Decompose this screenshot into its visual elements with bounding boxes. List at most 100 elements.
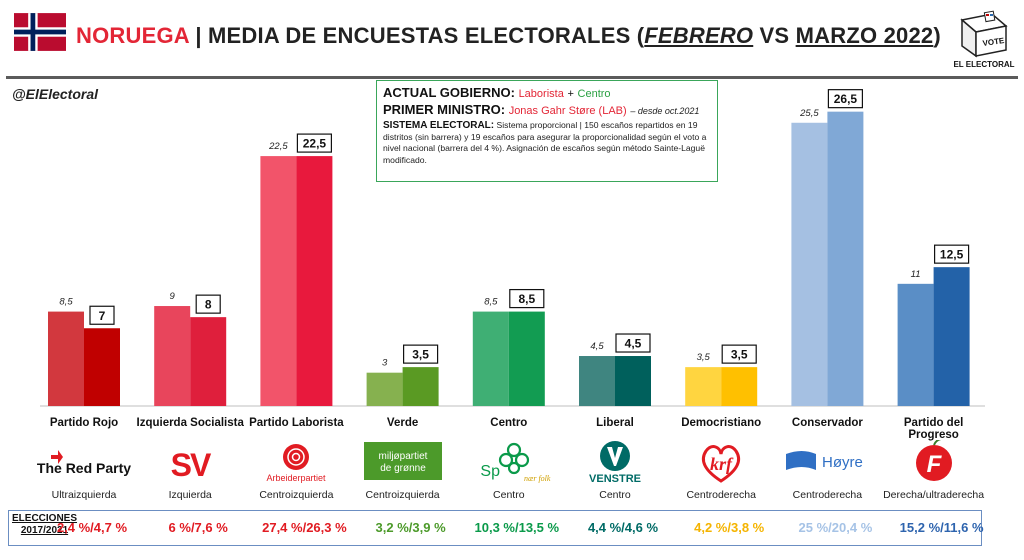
red-party-logo-text: The Red Party xyxy=(37,460,131,476)
election-result: 2,4 %/4,7 % xyxy=(56,520,128,535)
party-name: Partido Laborista xyxy=(249,417,344,429)
party-ideology: Centroderecha xyxy=(792,489,863,501)
election-result: 27,4 %/26,3 % xyxy=(262,520,347,535)
government-info-box: ACTUAL GOBIERNO: Laborista + Centro PRIM… xyxy=(376,80,718,182)
party-ideology: Centroizquierda xyxy=(259,489,334,501)
mdg-logo: miljøpartiet de grønne xyxy=(348,440,458,484)
venstre-logo-text: VENSTRE xyxy=(589,473,641,484)
sp-logo-sub: nær folk xyxy=(524,474,551,483)
bar-febrero xyxy=(897,283,934,406)
gov-plus: + xyxy=(567,88,574,100)
elections-label: ELECCIONES 2017/2021 xyxy=(12,513,77,537)
party-ideology: Centro xyxy=(493,489,525,501)
bar-febrero xyxy=(685,367,722,406)
data-label-febrero: 4,5 xyxy=(590,341,604,352)
senterpartiet-clover-icon: Sp nær folk xyxy=(480,442,551,483)
data-label-box-marzo xyxy=(933,244,970,264)
data-label-febrero: 3,5 xyxy=(697,352,711,363)
data-label-marzo: 8,5 xyxy=(518,292,535,306)
election-result: 15,2 %/11,6 % xyxy=(899,520,984,535)
bar-marzo xyxy=(933,267,970,406)
data-label-marzo: 3,5 xyxy=(731,348,748,362)
title-vs: VS xyxy=(753,23,796,48)
data-label-febrero: 11 xyxy=(911,269,921,280)
election-result: 3,2 %/3,9 % xyxy=(375,520,446,535)
vote-text: VOTE xyxy=(982,36,1005,48)
sys-label: SISTEMA ELECTORAL: xyxy=(383,120,495,131)
red-party-logo: The Red Party xyxy=(29,440,139,484)
frp-logo-text: F xyxy=(926,451,942,478)
party-name: Partido Rojo xyxy=(49,417,119,429)
frp-apple-icon: F xyxy=(915,438,952,481)
hoyre-logo-icon: Høyre xyxy=(786,451,863,471)
sv-logo: SV xyxy=(135,440,245,484)
bar-marzo xyxy=(508,311,545,406)
brand-name: EL ELECTORAL xyxy=(953,60,1014,69)
elections-label-line1: ELECCIONES xyxy=(12,513,78,524)
party-ideology: Derecha/ultraderecha xyxy=(883,489,985,501)
gov-party2: Centro xyxy=(577,88,611,100)
mdg-logo-text-1: miljøpartiet xyxy=(378,451,427,462)
title-close: ) xyxy=(933,23,941,48)
election-result: 10,3 %/13,5 % xyxy=(474,520,560,535)
krf-logo: krf xyxy=(666,440,776,484)
data-label-marzo: 22,5 xyxy=(303,137,327,151)
party-ideology: Centroderecha xyxy=(686,489,756,501)
prime-minister-row: PRIMER MINISTRO: Jonas Gahr Støre (LAB) … xyxy=(383,102,711,119)
data-label-febrero: 25,5 xyxy=(799,108,819,119)
data-label-box-marzo xyxy=(615,333,651,353)
data-label-box-marzo xyxy=(827,89,864,109)
bar-marzo xyxy=(827,111,864,407)
bar-febrero xyxy=(154,306,191,406)
sp-logo-text: Sp xyxy=(480,463,500,480)
data-label-marzo: 3,5 xyxy=(412,348,429,362)
bar-marzo xyxy=(721,367,758,406)
krf-heart-icon: krf xyxy=(702,445,741,483)
data-label-box-marzo xyxy=(721,344,757,364)
bar-febrero xyxy=(366,372,403,406)
bar-marzo xyxy=(296,156,333,406)
sv-logo-icon: SV xyxy=(171,447,214,483)
senterpartiet-logo: Sp nær folk xyxy=(454,440,564,484)
title-main: | MEDIA DE ENCUESTAS ELECTORALES ( xyxy=(195,23,645,48)
party-name: Partido del Progreso xyxy=(903,417,964,441)
sv-logo-text: SV xyxy=(171,447,212,483)
bar-febrero xyxy=(472,311,509,406)
party-name: Izquierda Socialista xyxy=(136,417,244,429)
bar-febrero xyxy=(260,156,297,406)
data-label-box-marzo xyxy=(195,294,221,314)
arbeiderpartiet-rose-icon: Arbeiderpartiet xyxy=(267,444,327,483)
data-label-febrero: 9 xyxy=(170,291,176,302)
party-name: Liberal xyxy=(596,417,634,429)
pm-since: – desde oct.2021 xyxy=(630,106,700,116)
data-label-febrero: 8,5 xyxy=(59,297,73,308)
party-ideology: Centroizquierda xyxy=(365,489,440,501)
hoyre-logo: Høyre xyxy=(772,440,882,484)
data-label-marzo: 7 xyxy=(99,309,106,323)
sys-description: Sistema proporcional | 150 escaños repar… xyxy=(383,120,707,165)
party-name: Conservador xyxy=(791,417,863,429)
bar-febrero xyxy=(48,311,84,406)
hoyre-logo-text: Høyre xyxy=(822,454,863,471)
data-label-box-marzo xyxy=(296,133,332,153)
norway-flag-icon xyxy=(14,13,66,51)
electoral-system-text: SISTEMA ELECTORAL: Sistema proporcional … xyxy=(383,120,711,166)
party-name: Centro xyxy=(490,417,528,429)
data-label-marzo: 12,5 xyxy=(940,248,964,262)
party-ideology: Izquierda xyxy=(168,489,212,501)
gov-party1: Laborista xyxy=(518,88,564,100)
bar-febrero xyxy=(791,122,828,407)
title-month2: MARZO 2022 xyxy=(795,23,934,48)
data-label-box-marzo xyxy=(403,344,439,364)
bar-febrero xyxy=(579,356,615,406)
arbeiderpartiet-logo-text: Arbeiderpartiet xyxy=(267,473,327,483)
data-label-marzo: 8 xyxy=(205,298,212,312)
frp-logo: F xyxy=(879,438,989,484)
header-divider xyxy=(6,76,1018,79)
election-result: 6 %/7,6 % xyxy=(168,520,228,535)
elections-results-box xyxy=(8,510,982,546)
venstre-logo: VENSTRE xyxy=(560,440,670,485)
pm-label: PRIMER MINISTRO: xyxy=(383,102,506,117)
krf-logo-text: krf xyxy=(710,454,734,474)
